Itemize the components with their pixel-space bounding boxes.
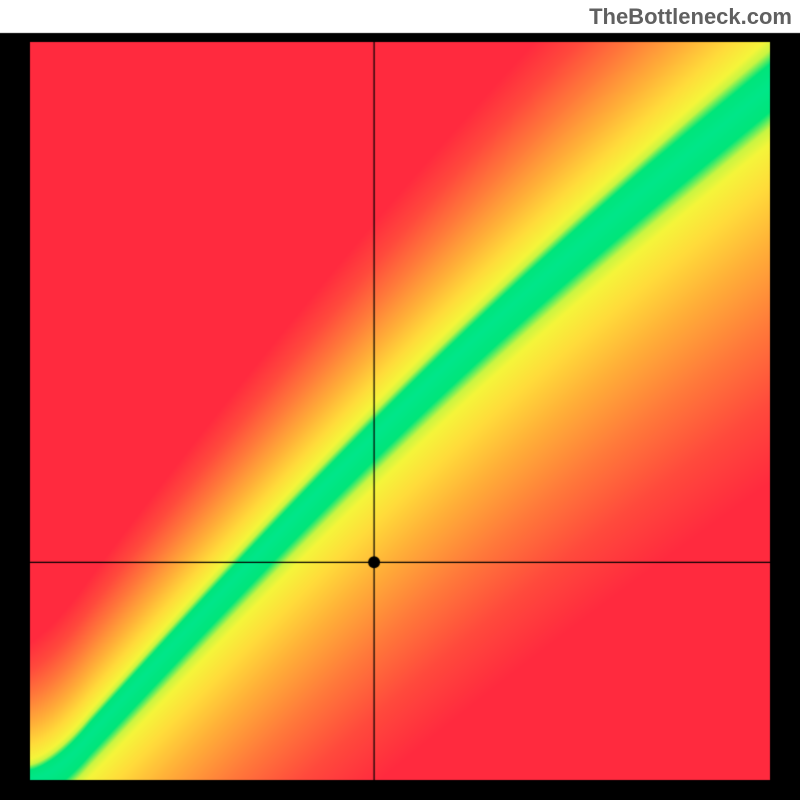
watermark-text: TheBottleneck.com	[589, 4, 792, 30]
bottleneck-heatmap-canvas	[0, 0, 800, 800]
